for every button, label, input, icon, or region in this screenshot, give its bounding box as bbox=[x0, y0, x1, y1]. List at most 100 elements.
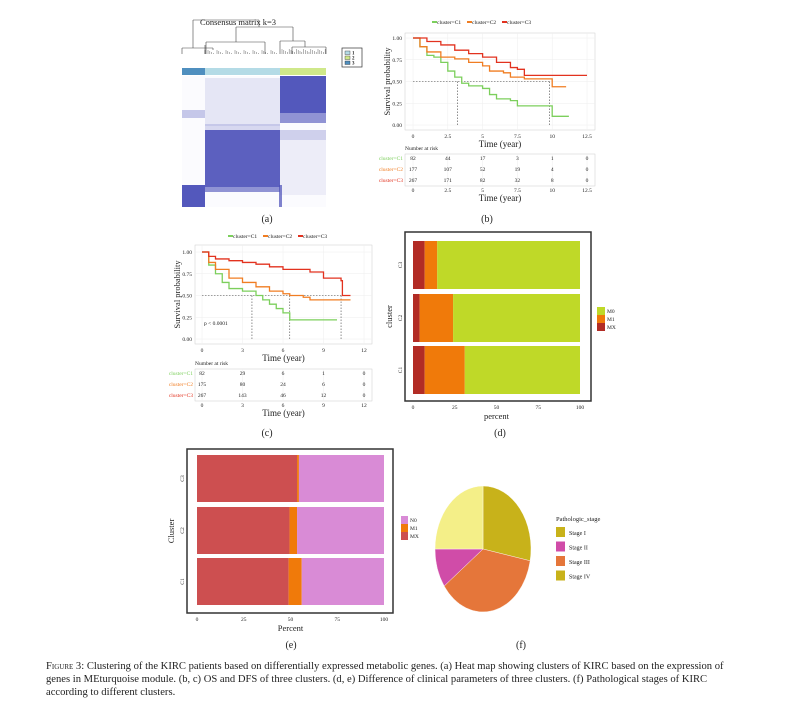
x-tick-label: 5 bbox=[481, 134, 484, 140]
survival-curve-cluster=C3 bbox=[413, 37, 587, 77]
legend-swatch-stage-4 bbox=[556, 570, 565, 581]
x-tick-label: 0 bbox=[201, 348, 204, 354]
caption-label: Figure 3: bbox=[46, 661, 85, 672]
legend-label: cluster=C1 bbox=[437, 20, 461, 26]
risk-x-tick-label: 5 bbox=[481, 188, 484, 194]
risk-count: 143 bbox=[238, 393, 247, 399]
matrix-block bbox=[205, 187, 280, 192]
legend-label: N0 bbox=[410, 518, 417, 524]
x-tick-label: 100 bbox=[380, 617, 389, 623]
risk-count: 0 bbox=[363, 382, 366, 388]
matrix-block bbox=[205, 124, 280, 130]
matrix-block bbox=[182, 110, 205, 118]
legend-title: Pathologic_stage bbox=[556, 516, 601, 523]
risk-x-tick-label: 12.5 bbox=[582, 188, 592, 194]
legend-label: Stage I bbox=[569, 531, 586, 537]
risk-count: 6 bbox=[322, 382, 325, 388]
legend-swatch-stage-3 bbox=[556, 556, 565, 566]
y-tick-label: C2 bbox=[180, 527, 186, 534]
risk-count: 267 bbox=[198, 393, 207, 399]
risk-count: 1 bbox=[551, 156, 554, 162]
bar-C3-N0 bbox=[298, 455, 384, 502]
x-tick-label: 0 bbox=[196, 617, 199, 623]
y-tick-label: 0.25 bbox=[392, 101, 402, 107]
x-tick-label: 10 bbox=[549, 134, 555, 140]
risk-count: 17 bbox=[480, 156, 486, 162]
y-axis-title: Cluster bbox=[166, 519, 176, 544]
legend-label: Stage II bbox=[569, 546, 588, 552]
x-tick-label: 0 bbox=[412, 405, 415, 411]
risk-count: 177 bbox=[409, 167, 418, 173]
risk-row-label: cluster=C1 bbox=[169, 371, 193, 377]
risk-x-tick-label: 12 bbox=[361, 403, 367, 409]
legend-label: M1 bbox=[607, 317, 615, 323]
heatmap-legend bbox=[341, 47, 363, 68]
x-tick-label: 6 bbox=[282, 348, 285, 354]
risk-count: 4 bbox=[551, 167, 554, 173]
y-tick-label: 1.00 bbox=[392, 36, 402, 42]
survival-curve-cluster=C2 bbox=[413, 37, 567, 88]
legend-label-1: 1 bbox=[352, 52, 355, 57]
risk-count: 175 bbox=[198, 382, 207, 388]
risk-count: 6 bbox=[282, 371, 285, 377]
legend-label: MX bbox=[607, 325, 616, 331]
panel-label-a: (a) bbox=[261, 214, 272, 225]
panel-label-d: (d) bbox=[494, 428, 506, 439]
risk-row-label: cluster=C2 bbox=[379, 167, 403, 173]
risk-count: 0 bbox=[363, 371, 366, 377]
bar-C3-M1 bbox=[424, 241, 438, 289]
y-axis-title: Survival probability bbox=[172, 260, 182, 329]
bar-C3-M0 bbox=[437, 241, 580, 289]
y-tick-label: 0.75 bbox=[392, 58, 402, 64]
y-tick-label: 0.00 bbox=[182, 337, 192, 343]
x-tick-label: 75 bbox=[335, 617, 341, 623]
bar-C3-MX bbox=[413, 241, 425, 289]
risk-count: 171 bbox=[444, 178, 453, 184]
risk-count: 82 bbox=[199, 371, 205, 377]
risk-x-tick-label: 3 bbox=[241, 403, 244, 409]
matrix-block bbox=[280, 76, 326, 113]
risk-count: 107 bbox=[444, 167, 453, 173]
y-tick-label: 0.25 bbox=[182, 315, 192, 321]
x-tick-label: 12 bbox=[361, 348, 367, 354]
bar-C3-M1 bbox=[297, 455, 299, 502]
legend-swatch-stage-1 bbox=[556, 527, 565, 537]
risk-x-axis-title: Time (year) bbox=[262, 408, 304, 418]
legend-swatch-3 bbox=[344, 60, 351, 65]
matrix-block bbox=[182, 185, 205, 207]
cluster-bar-2 bbox=[280, 68, 326, 75]
survival-curve-cluster=C3 bbox=[202, 251, 351, 297]
legend-label-3: 3 bbox=[352, 62, 355, 67]
risk-count: 46 bbox=[280, 393, 286, 399]
x-tick-label: 75 bbox=[536, 405, 542, 411]
matrix-block bbox=[280, 113, 326, 123]
km-plot-b bbox=[404, 21, 596, 187]
bar-C2-N0 bbox=[297, 507, 384, 554]
bar-C2-M1 bbox=[289, 507, 298, 554]
figure-caption: Figure 3: Clustering of the KIRC patient… bbox=[46, 660, 746, 699]
x-tick-label: 0 bbox=[412, 134, 415, 140]
panel-label-c: (c) bbox=[261, 428, 272, 439]
survival-curve-cluster=C1 bbox=[202, 251, 337, 321]
legend-swatch-M1 bbox=[597, 315, 605, 323]
matrix-block bbox=[280, 140, 326, 195]
risk-table-panel bbox=[194, 368, 373, 402]
legend-label: M1 bbox=[410, 526, 418, 532]
risk-count: 32 bbox=[515, 178, 521, 184]
bar-C1-M1 bbox=[288, 558, 302, 605]
x-tick-label: 25 bbox=[241, 617, 247, 623]
legend-label: cluster=C2 bbox=[472, 20, 496, 26]
x-axis-title: Percent bbox=[278, 623, 304, 633]
matrix-block bbox=[280, 130, 326, 140]
legend-label: Stage IV bbox=[569, 575, 591, 581]
y-tick-label: 0.50 bbox=[392, 80, 402, 86]
stacked-bar-chart-d bbox=[404, 231, 605, 402]
risk-count: 82 bbox=[410, 156, 416, 162]
legend-swatch-N0 bbox=[401, 516, 408, 524]
legend-swatch-2 bbox=[344, 55, 351, 60]
risk-row-label: cluster=C3 bbox=[379, 178, 403, 184]
risk-count: 24 bbox=[280, 382, 286, 388]
y-axis-title: Survival probability bbox=[382, 47, 392, 116]
legend-label: MX bbox=[410, 534, 419, 540]
